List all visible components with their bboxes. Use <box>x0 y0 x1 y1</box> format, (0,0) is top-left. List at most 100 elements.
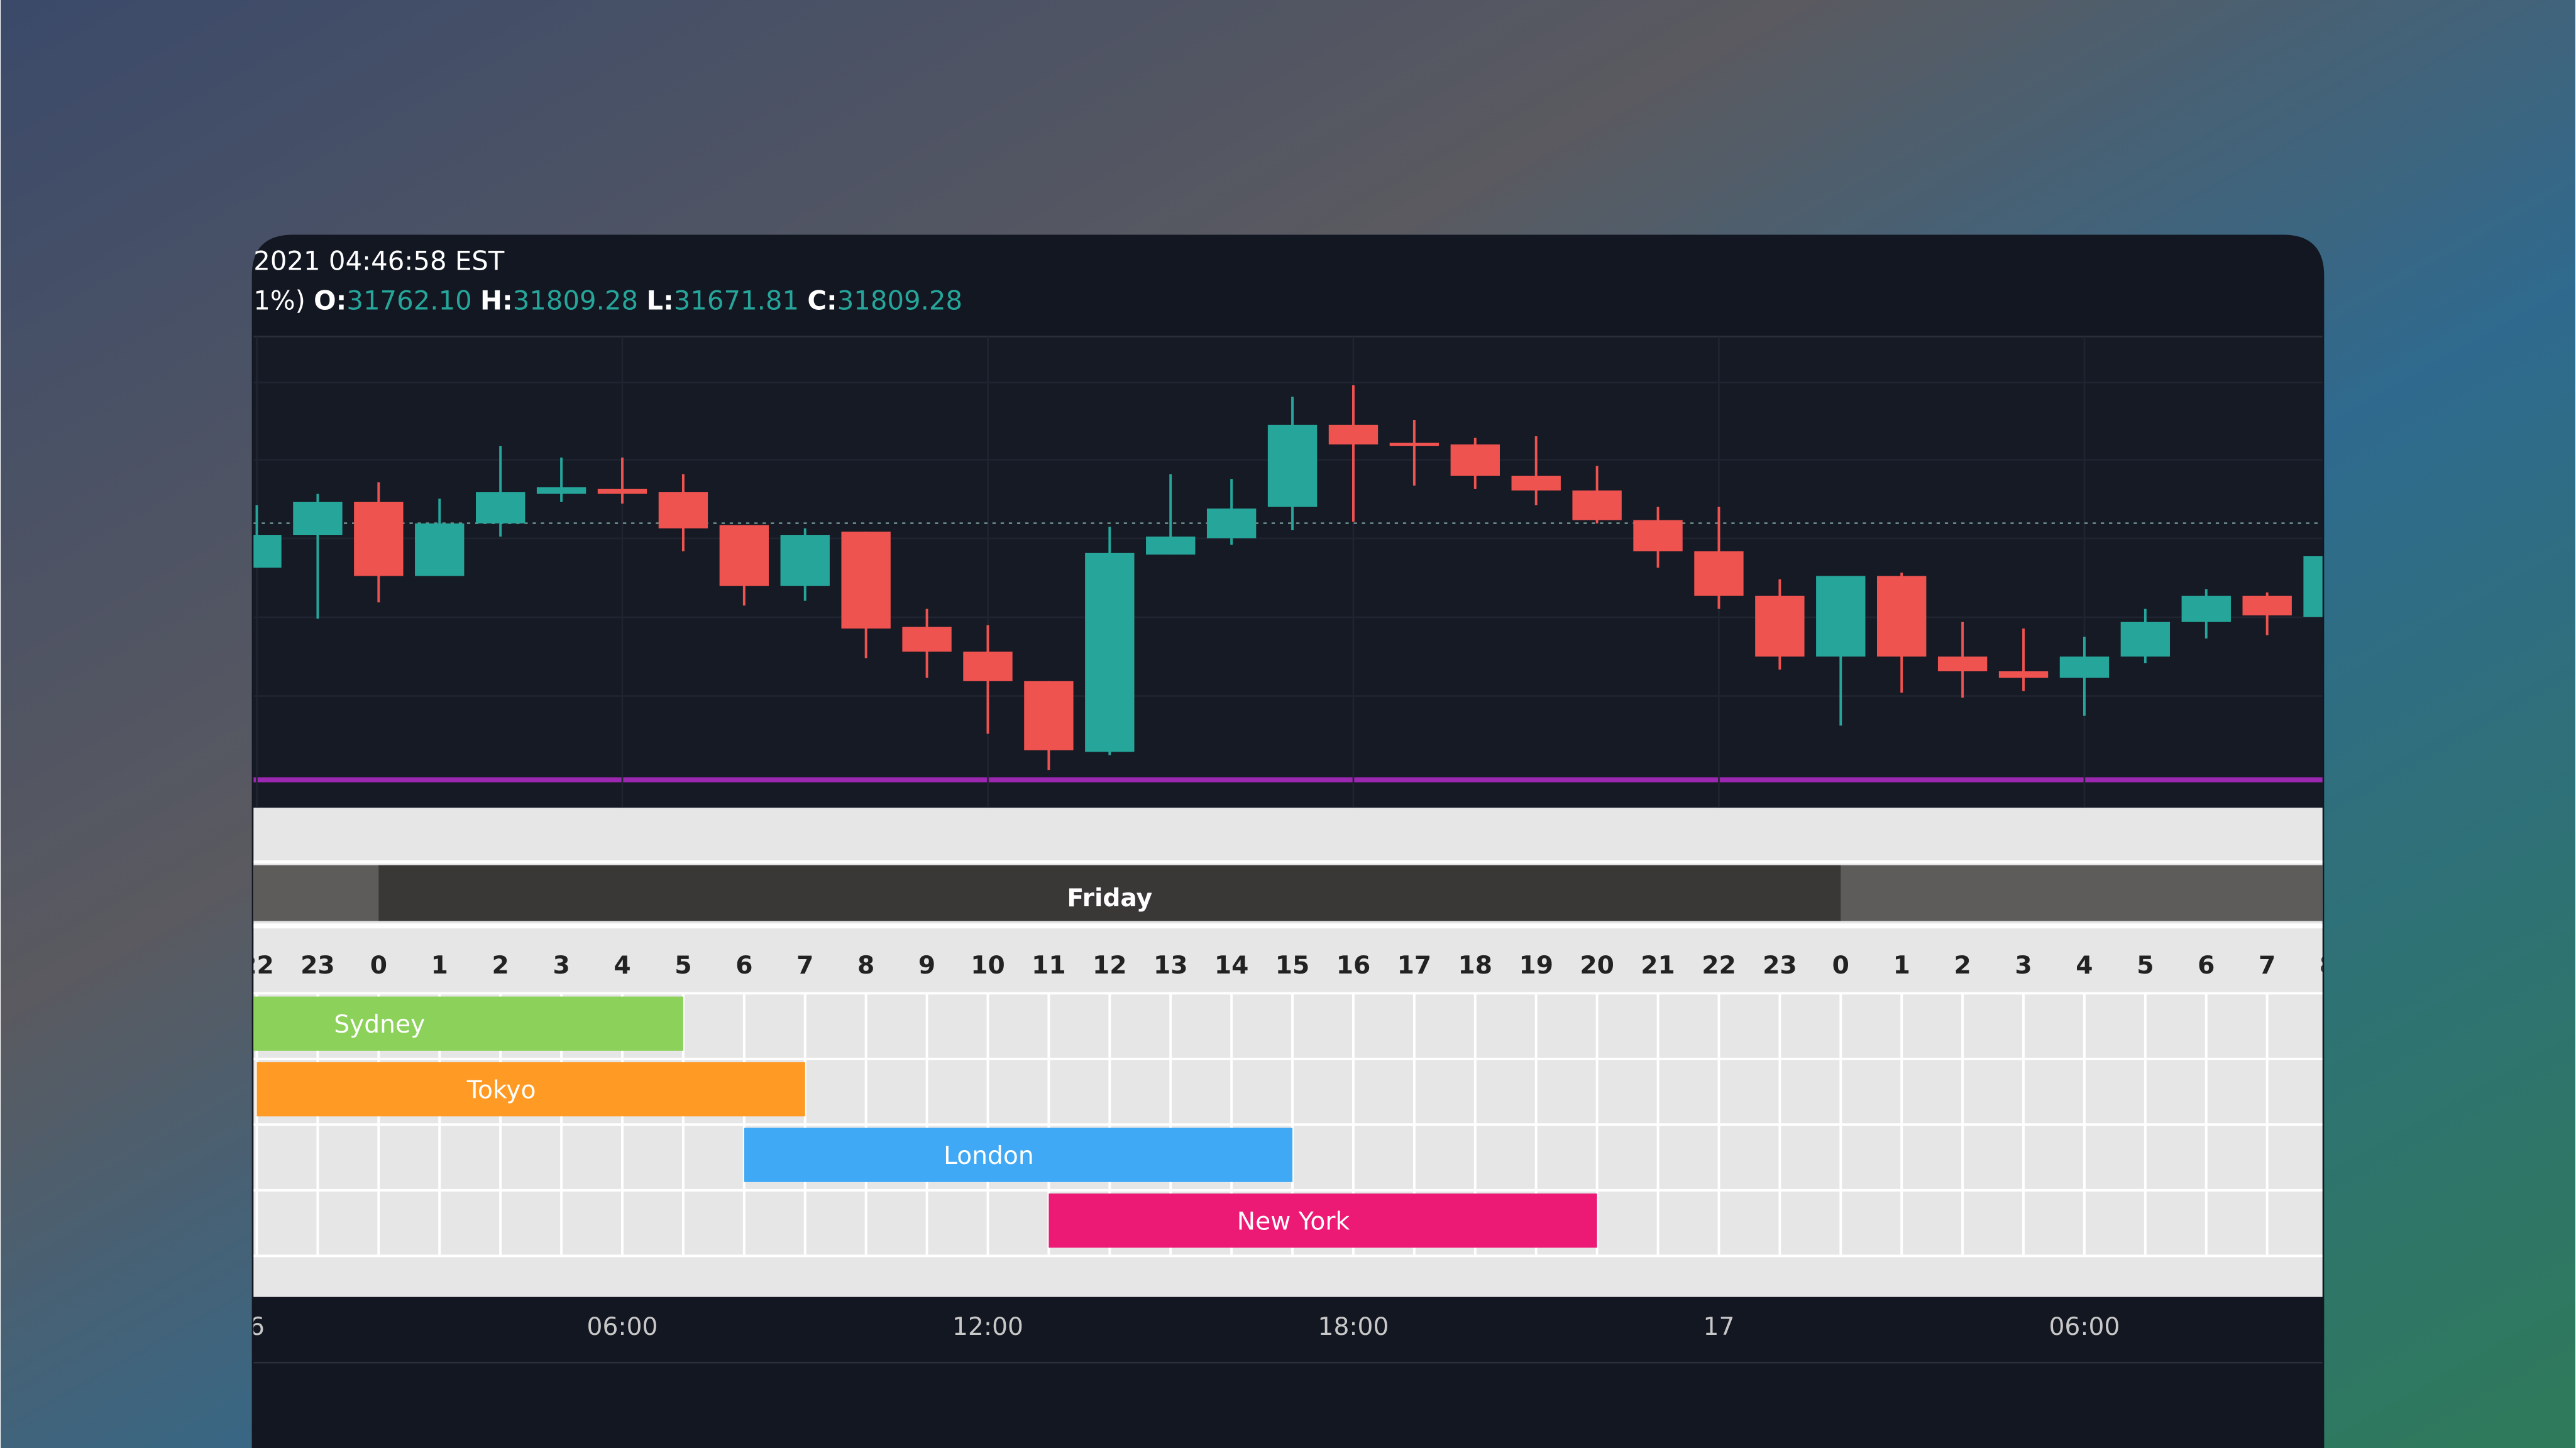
candle-body <box>2242 595 2292 616</box>
hour-label: 17 <box>1397 952 1432 980</box>
hour-label: 23 <box>1763 952 1797 980</box>
time-label: 06:00 <box>2049 1313 2120 1341</box>
candle-body <box>1816 576 1866 657</box>
candle-body <box>597 488 647 494</box>
candle-body <box>1146 536 1196 555</box>
session-label: London <box>944 1142 1034 1170</box>
session-label: Sydney <box>334 1011 425 1039</box>
candle-body <box>2120 622 2171 657</box>
hour-label: 19 <box>1519 952 1553 980</box>
hour-label: 22 <box>239 952 274 980</box>
ohlc: 1%) O:31762.10 H:31809.28 L:31671.81 C:3… <box>253 285 962 315</box>
candle-body <box>1267 424 1318 507</box>
hour-label: 9 <box>918 952 935 980</box>
candle-body <box>841 531 891 629</box>
hour-label: 21 <box>1641 952 1675 980</box>
hour-label: 8 <box>2320 952 2337 980</box>
hour-label: 0 <box>1832 952 1849 980</box>
candle-body <box>2303 556 2323 617</box>
hour-label: 7 <box>796 952 813 980</box>
candle-body <box>1328 424 1379 445</box>
candle-body <box>963 651 1013 681</box>
candle-body <box>658 492 708 529</box>
h-label: H: <box>480 285 513 315</box>
hour-label: 12 <box>1093 952 1127 980</box>
hour-label: 4 <box>614 952 630 980</box>
hour-label: 20 <box>1580 952 1614 980</box>
candle-body <box>1511 475 1561 491</box>
time-label: 17 <box>1704 1313 1735 1341</box>
candle-body <box>354 502 404 576</box>
candle-body <box>1937 656 1988 672</box>
high: 31809.28 <box>513 285 638 315</box>
hour-label: 2 <box>492 952 509 980</box>
time-label: 18:00 <box>1318 1313 1389 1341</box>
hour-label: 22 <box>1702 952 1736 980</box>
candle-body <box>415 523 465 576</box>
candle-body <box>1755 595 1805 657</box>
candle-body <box>1024 681 1074 750</box>
hour-label: 6 <box>735 952 752 980</box>
hour-label: 15 <box>1275 952 1310 980</box>
session-bar <box>253 996 683 1051</box>
close: 31809.28 <box>837 285 962 315</box>
candle-body <box>1389 442 1439 446</box>
session-bar <box>256 1062 805 1117</box>
hour-label: 3 <box>2015 952 2032 980</box>
hour-label: 6 <box>2198 952 2215 980</box>
hour-label: 7 <box>2259 952 2276 980</box>
candle-body <box>780 535 830 586</box>
session-bar <box>744 1127 1293 1182</box>
low: 31671.81 <box>674 285 799 315</box>
session-label: New York <box>1237 1208 1350 1236</box>
candle-body <box>1085 552 1135 752</box>
candle-body <box>719 525 769 586</box>
open: 31762.10 <box>346 285 471 315</box>
candle-body <box>253 535 282 568</box>
candle-body <box>475 492 526 524</box>
session-bar <box>1049 1193 1597 1248</box>
candle-body <box>536 487 586 494</box>
candle-body <box>1206 508 1257 539</box>
candle-body <box>1633 520 1683 552</box>
candle-body <box>1694 551 1744 596</box>
hour-label: 2 <box>1954 952 1971 980</box>
hour-label: 3 <box>553 952 570 980</box>
hour-label: 5 <box>2137 952 2154 980</box>
time-label: 6 <box>249 1313 265 1341</box>
candle-body <box>2181 595 2231 622</box>
candle-body <box>1450 444 1500 476</box>
o-label: O: <box>314 285 346 315</box>
hour-label: 18 <box>1458 952 1493 980</box>
chart-area <box>253 336 2323 808</box>
day-band <box>378 865 1841 921</box>
time-label: 06:00 <box>587 1313 658 1341</box>
candle-body <box>1877 576 1927 657</box>
datetime: 2021 04:46:58 EST <box>253 245 504 276</box>
candle-body <box>1572 490 1622 520</box>
hour-label: 1 <box>431 952 448 980</box>
hour-label: 11 <box>1032 952 1066 980</box>
day-label: Friday <box>1067 884 1152 913</box>
candle-body <box>2059 656 2110 678</box>
candle-body <box>1998 671 2049 678</box>
hour-label: 4 <box>2076 952 2093 980</box>
c-label: C: <box>807 285 837 315</box>
change: 1%) <box>253 285 305 315</box>
hour-label: 10 <box>971 952 1005 980</box>
hour-label: 23 <box>300 952 335 980</box>
hour-label: 8 <box>857 952 874 980</box>
hour-label: 5 <box>674 952 691 980</box>
candle-body <box>293 502 343 535</box>
hour-label: 14 <box>1214 952 1249 980</box>
time-label: 12:00 <box>952 1313 1023 1341</box>
hour-label: 0 <box>370 952 387 980</box>
hour-label: 1 <box>1893 952 1910 980</box>
hour-label: 16 <box>1336 952 1371 980</box>
candle-body <box>902 627 952 652</box>
l-label: L: <box>646 285 673 315</box>
hour-label: 13 <box>1153 952 1188 980</box>
